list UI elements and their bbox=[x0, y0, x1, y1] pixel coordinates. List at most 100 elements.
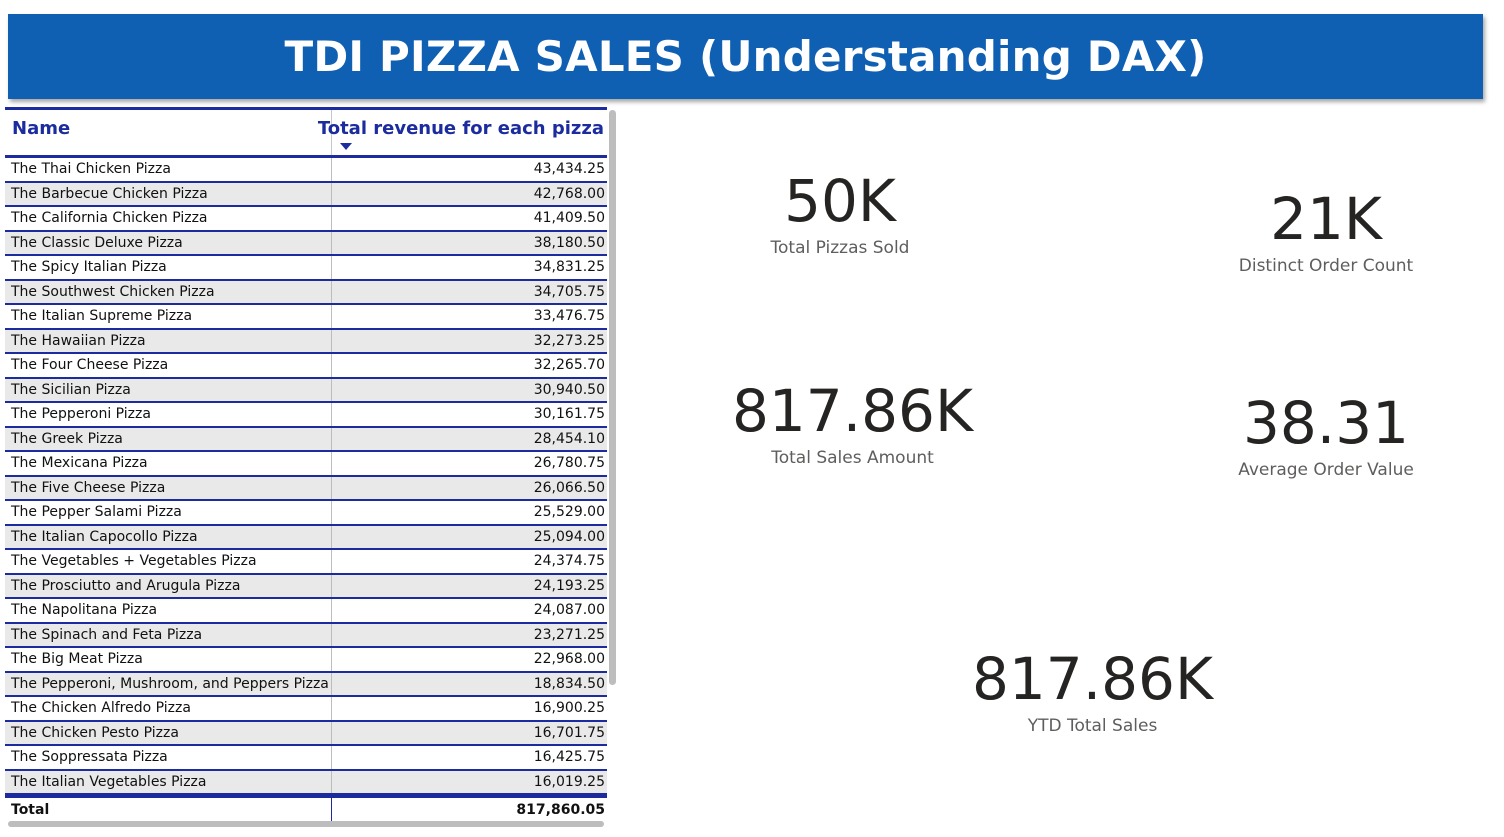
cell-revenue: 32,265.70 bbox=[533, 357, 605, 373]
kpi-card-distinct-order-count[interactable]: 21K Distinct Order Count bbox=[1226, 190, 1426, 276]
table-row[interactable]: The Four Cheese Pizza 32,265.70 bbox=[5, 354, 607, 379]
kpi-label: Total Sales Amount bbox=[771, 448, 934, 468]
cell-revenue: 25,094.00 bbox=[533, 528, 605, 545]
column-separator bbox=[331, 378, 332, 401]
kpi-value: 38.31 bbox=[1242, 389, 1410, 457]
table-vertical-scrollbar[interactable] bbox=[609, 110, 616, 685]
kpi-label: Average Order Value bbox=[1238, 460, 1414, 480]
cell-pizza-name: The Classic Deluxe Pizza bbox=[11, 234, 183, 251]
table-header: Name Total revenue for each pizza bbox=[5, 110, 607, 158]
cell-revenue: 16,701.75 bbox=[533, 724, 605, 741]
table-row[interactable]: The Hawaiian Pizza 32,273.25 bbox=[5, 329, 607, 354]
table-row[interactable]: The Vegetables + Vegetables Pizza 24,374.… bbox=[5, 550, 607, 575]
cell-revenue: 16,019.25 bbox=[533, 773, 605, 790]
cell-pizza-name: The Sicilian Pizza bbox=[11, 381, 131, 398]
table-row[interactable]: The Barbecue Chicken Pizza 42,768.00 bbox=[5, 182, 607, 207]
header-divider bbox=[331, 110, 332, 155]
table-row[interactable]: The Greek Pizza 28,454.10 bbox=[5, 427, 607, 452]
cell-pizza-name: The Chicken Pesto Pizza bbox=[11, 724, 179, 741]
column-separator bbox=[331, 672, 332, 695]
table-row[interactable]: The Chicken Pesto Pizza 16,701.75 bbox=[5, 721, 607, 746]
cell-pizza-name: The Spinach and Feta Pizza bbox=[11, 626, 203, 643]
column-separator bbox=[331, 452, 332, 475]
kpi-card-ytd-total-sales[interactable]: 817.86K YTD Total Sales bbox=[940, 650, 1245, 736]
table-row[interactable]: The Chicken Alfredo Pizza 16,900.25 bbox=[5, 697, 607, 722]
table-row[interactable]: The Soppressata Pizza 16,425.75 bbox=[5, 746, 607, 771]
column-separator bbox=[331, 798, 332, 822]
column-separator bbox=[331, 525, 332, 548]
table-row[interactable]: The Classic Deluxe Pizza 38,180.50 bbox=[5, 231, 607, 256]
table-row[interactable]: The Pepper Salami Pizza 25,529.00 bbox=[5, 501, 607, 526]
cell-pizza-name: The Italian Vegetables Pizza bbox=[11, 773, 207, 790]
column-separator bbox=[331, 574, 332, 597]
total-value: 817,860.05 bbox=[516, 802, 605, 818]
cell-pizza-name: The Soppressata Pizza bbox=[11, 749, 168, 765]
cell-revenue: 30,161.75 bbox=[533, 406, 605, 422]
column-separator bbox=[331, 256, 332, 279]
kpi-value: 817.86K bbox=[972, 645, 1213, 713]
cell-pizza-name: The Italian Capocollo Pizza bbox=[11, 528, 198, 545]
table-row[interactable]: The Big Meat Pizza 22,968.00 bbox=[5, 648, 607, 673]
table-row[interactable]: The Mexicana Pizza 26,780.75 bbox=[5, 452, 607, 477]
column-separator bbox=[331, 623, 332, 646]
column-separator bbox=[331, 231, 332, 254]
title-banner: TDI PIZZA SALES (Understanding DAX) bbox=[8, 14, 1483, 99]
table-row[interactable]: The Five Cheese Pizza 26,066.50 bbox=[5, 476, 607, 501]
cell-pizza-name: The Four Cheese Pizza bbox=[11, 357, 169, 373]
total-label: Total bbox=[11, 802, 50, 818]
table-row[interactable]: The Italian Capocollo Pizza 25,094.00 bbox=[5, 525, 607, 550]
kpi-value: 21K bbox=[1270, 185, 1382, 253]
cell-pizza-name: The Spicy Italian Pizza bbox=[11, 259, 167, 275]
kpi-card-average-order-value[interactable]: 38.31 Average Order Value bbox=[1226, 394, 1426, 480]
column-separator bbox=[331, 207, 332, 230]
cell-revenue: 18,834.50 bbox=[533, 675, 605, 692]
column-separator bbox=[331, 280, 332, 303]
table-row[interactable]: The Napolitana Pizza 24,087.00 bbox=[5, 599, 607, 624]
table-row[interactable]: The Sicilian Pizza 30,940.50 bbox=[5, 378, 607, 403]
column-separator bbox=[331, 697, 332, 720]
cell-pizza-name: The Greek Pizza bbox=[11, 430, 123, 447]
table-row[interactable]: The Italian Supreme Pizza 33,476.75 bbox=[5, 305, 607, 330]
sort-descending-icon[interactable] bbox=[340, 143, 352, 150]
column-separator bbox=[331, 721, 332, 744]
kpi-card-total-pizzas-sold[interactable]: 50K Total Pizzas Sold bbox=[740, 172, 940, 258]
cell-pizza-name: The Mexicana Pizza bbox=[11, 455, 148, 471]
cell-pizza-name: The Vegetables + Vegetables Pizza bbox=[11, 553, 257, 569]
cell-revenue: 22,968.00 bbox=[533, 651, 605, 667]
cell-pizza-name: The Italian Supreme Pizza bbox=[11, 308, 193, 324]
column-separator bbox=[331, 158, 332, 181]
table-row[interactable]: The Italian Vegetables Pizza 16,019.25 bbox=[5, 770, 607, 795]
table-row[interactable]: The Pepperoni Pizza 30,161.75 bbox=[5, 403, 607, 428]
cell-revenue: 25,529.00 bbox=[533, 504, 605, 520]
column-separator bbox=[331, 329, 332, 352]
kpi-card-total-sales-amount[interactable]: 817.86K Total Sales Amount bbox=[700, 382, 1005, 468]
table-horizontal-scrollbar[interactable] bbox=[8, 821, 604, 827]
column-separator bbox=[331, 599, 332, 622]
column-separator bbox=[331, 305, 332, 328]
cell-revenue: 26,066.50 bbox=[533, 479, 605, 496]
cell-pizza-name: The Chicken Alfredo Pizza bbox=[11, 700, 191, 716]
column-separator bbox=[331, 501, 332, 524]
cell-pizza-name: The Pepper Salami Pizza bbox=[11, 504, 182, 520]
column-header-name[interactable]: Name bbox=[12, 118, 71, 139]
cell-pizza-name: The Barbecue Chicken Pizza bbox=[11, 185, 208, 202]
table-row[interactable]: The Spicy Italian Pizza 34,831.25 bbox=[5, 256, 607, 281]
revenue-table[interactable]: Name Total revenue for each pizza The Th… bbox=[5, 107, 607, 825]
cell-pizza-name: The Pepperoni, Mushroom, and Peppers Piz… bbox=[11, 675, 329, 692]
cell-revenue: 24,374.75 bbox=[533, 553, 605, 569]
cell-revenue: 42,768.00 bbox=[533, 185, 605, 202]
table-row[interactable]: The Thai Chicken Pizza 43,434.25 bbox=[5, 158, 607, 183]
table-row[interactable]: The Pepperoni, Mushroom, and Peppers Piz… bbox=[5, 672, 607, 697]
cell-revenue: 30,940.50 bbox=[533, 381, 605, 398]
table-row[interactable]: The Spinach and Feta Pizza 23,271.25 bbox=[5, 623, 607, 648]
cell-revenue: 38,180.50 bbox=[533, 234, 605, 251]
table-row[interactable]: The California Chicken Pizza 41,409.50 bbox=[5, 207, 607, 232]
page-title: TDI PIZZA SALES (Understanding DAX) bbox=[284, 32, 1207, 81]
column-separator bbox=[331, 746, 332, 769]
table-row[interactable]: The Prosciutto and Arugula Pizza 24,193.2… bbox=[5, 574, 607, 599]
column-header-revenue[interactable]: Total revenue for each pizza bbox=[317, 118, 604, 139]
cell-revenue: 16,425.75 bbox=[533, 749, 605, 765]
column-separator bbox=[331, 403, 332, 426]
table-row[interactable]: The Southwest Chicken Pizza 34,705.75 bbox=[5, 280, 607, 305]
